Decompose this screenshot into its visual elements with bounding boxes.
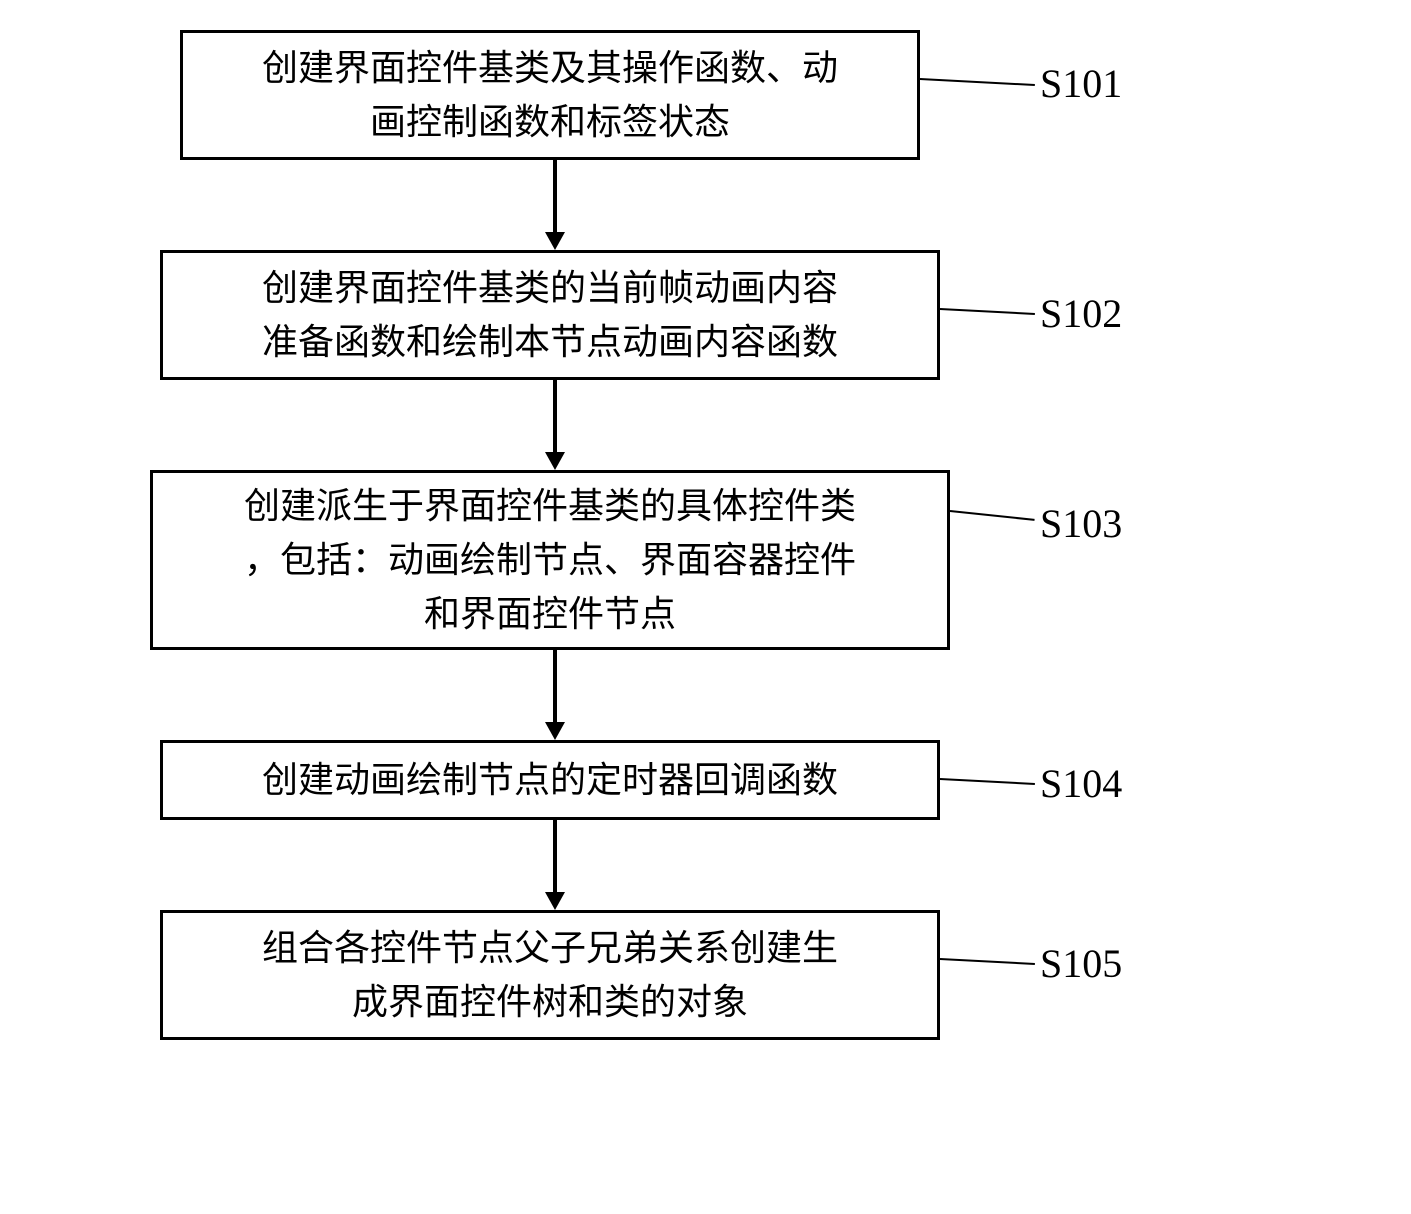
arrow-1-2 xyxy=(553,160,557,232)
arrow-2-3 xyxy=(553,380,557,452)
leader-s104 xyxy=(940,778,1035,785)
node-text-s104: 创建动画绘制节点的定时器回调函数 xyxy=(262,753,838,807)
leader-s103 xyxy=(950,510,1035,521)
flowchart-node-s104: 创建动画绘制节点的定时器回调函数 xyxy=(160,740,940,820)
step-label-s102: S102 xyxy=(1040,290,1122,337)
node-text-s105: 组合各控件节点父子兄弟关系创建生 成界面控件树和类的对象 xyxy=(262,921,838,1029)
flowchart-container: 创建界面控件基类及其操作函数、动 画控制函数和标签状态 S101 创建界面控件基… xyxy=(0,0,1411,1214)
flowchart-node-s101: 创建界面控件基类及其操作函数、动 画控制函数和标签状态 xyxy=(180,30,920,160)
flowchart-node-s103: 创建派生于界面控件基类的具体控件类 ，包括：动画绘制节点、界面容器控件 和界面控… xyxy=(150,470,950,650)
arrow-head-4-5 xyxy=(545,892,565,910)
node-text-s101: 创建界面控件基类及其操作函数、动 画控制函数和标签状态 xyxy=(262,41,838,149)
arrow-3-4 xyxy=(553,650,557,722)
node-text-s103: 创建派生于界面控件基类的具体控件类 ，包括：动画绘制节点、界面容器控件 和界面控… xyxy=(244,479,856,641)
step-label-s101: S101 xyxy=(1040,60,1122,107)
arrow-4-5 xyxy=(553,820,557,892)
step-label-s105: S105 xyxy=(1040,940,1122,987)
leader-s101 xyxy=(920,78,1035,86)
node-text-s102: 创建界面控件基类的当前帧动画内容 准备函数和绘制本节点动画内容函数 xyxy=(262,261,838,369)
arrow-head-1-2 xyxy=(545,232,565,250)
arrow-head-2-3 xyxy=(545,452,565,470)
arrow-head-3-4 xyxy=(545,722,565,740)
leader-s105 xyxy=(940,958,1035,965)
leader-s102 xyxy=(940,308,1035,315)
flowchart-node-s102: 创建界面控件基类的当前帧动画内容 准备函数和绘制本节点动画内容函数 xyxy=(160,250,940,380)
step-label-s103: S103 xyxy=(1040,500,1122,547)
step-label-s104: S104 xyxy=(1040,760,1122,807)
flowchart-node-s105: 组合各控件节点父子兄弟关系创建生 成界面控件树和类的对象 xyxy=(160,910,940,1040)
